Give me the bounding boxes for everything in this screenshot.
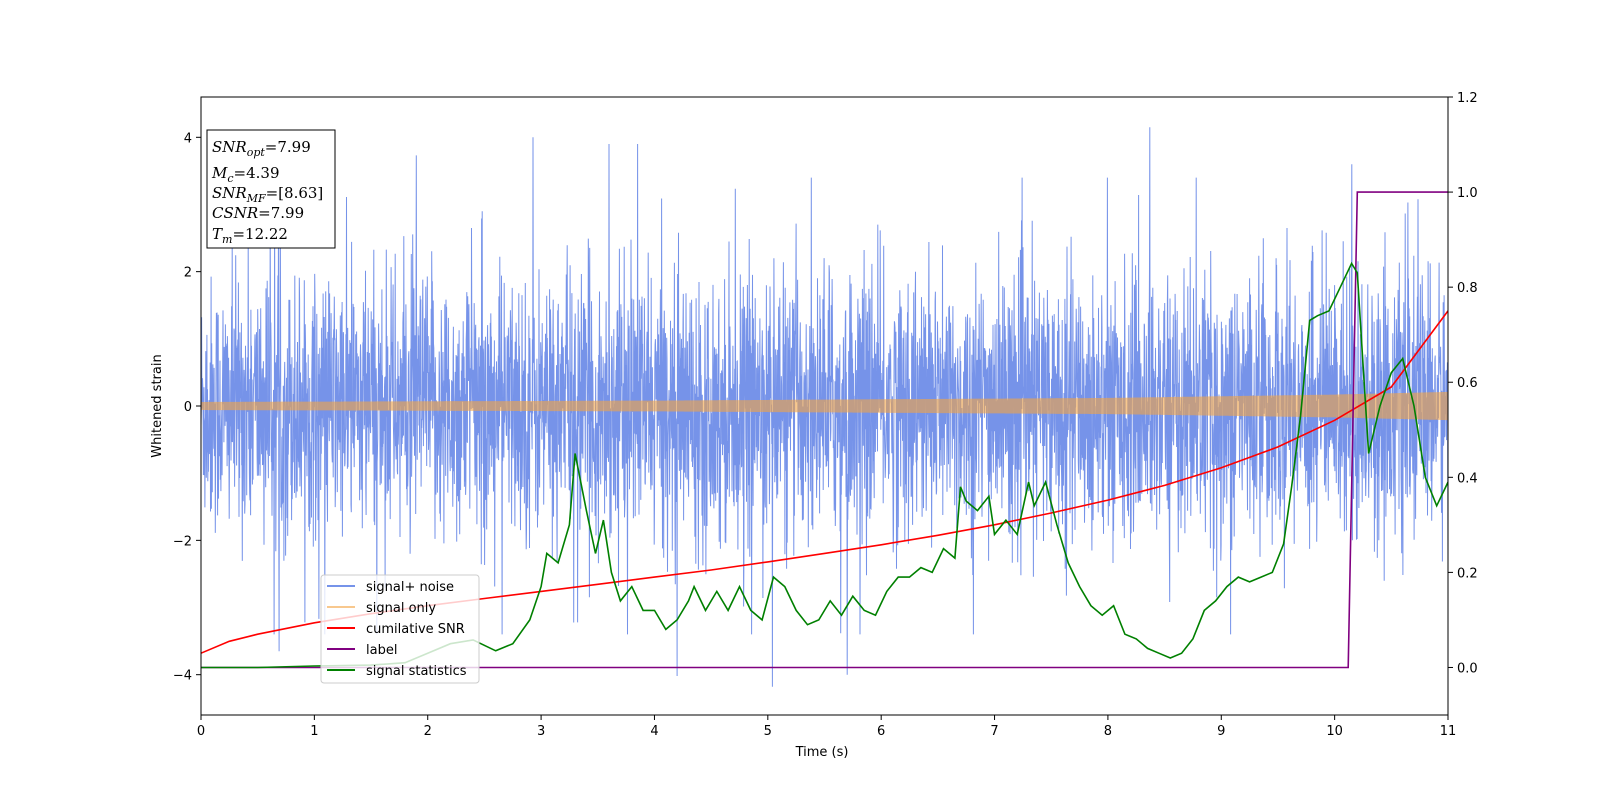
y-right-tick-label: 1.2 <box>1457 91 1478 106</box>
x-tick-label: 7 <box>990 724 998 739</box>
legend-label-signal-only: signal only <box>366 601 436 616</box>
x-tick-label: 3 <box>537 724 545 739</box>
x-tick-label: 10 <box>1326 724 1343 739</box>
y-right-tick-label: 0.0 <box>1457 661 1478 676</box>
y-left-tick-label: 4 <box>184 131 192 146</box>
x-tick-label: 4 <box>650 724 658 739</box>
legend-label-signal-plus-noise: signal+ noise <box>366 580 454 595</box>
x-tick-label: 9 <box>1217 724 1225 739</box>
y-axis-left: −4 −2 0 2 4 <box>173 131 201 684</box>
y-right-tick-label: 0.6 <box>1457 376 1478 391</box>
series-signal-only-line <box>201 391 1448 421</box>
x-axis-label: Time (s) <box>795 745 849 760</box>
series-label-line <box>201 191 1448 669</box>
legend-label-label: label <box>366 643 397 658</box>
annotation-csnr: CSNR=7.99 <box>212 204 304 222</box>
annotation-snr-mf: SNRMF=[8.63] <box>212 184 323 205</box>
y-axis-right: 0.0 0.2 0.4 0.6 0.8 1.0 1.2 <box>1448 91 1478 676</box>
x-tick-label: 5 <box>764 724 772 739</box>
legend-label-signal-statistics: signal statistics <box>366 664 467 679</box>
annotation-tm: Tm=12.22 <box>212 225 288 246</box>
y-left-tick-label: 2 <box>184 266 192 281</box>
y-right-tick-label: 1.0 <box>1457 186 1478 201</box>
y-left-tick-label: 0 <box>184 400 192 415</box>
annotation-snr-opt: SNRopt=7.99 <box>212 138 311 159</box>
legend-label-cumilative-snr: cumilative SNR <box>366 622 465 637</box>
annotation-box: SNRopt=7.99 Mc=4.39 SNRMF=[8.63] CSNR=7.… <box>206 129 336 249</box>
x-tick-label: 2 <box>424 724 432 739</box>
x-tick-label: 6 <box>877 724 885 739</box>
x-axis: 0 1 2 3 4 5 6 7 8 9 10 11 <box>197 715 1456 739</box>
y-right-tick-label: 0.8 <box>1457 281 1478 296</box>
x-tick-label: 8 <box>1104 724 1112 739</box>
y-left-tick-label: −2 <box>173 534 192 549</box>
legend: signal+ noise signal only cumilative SNR… <box>320 574 480 684</box>
x-tick-label: 11 <box>1440 724 1457 739</box>
y-right-tick-label: 0.4 <box>1457 471 1478 486</box>
y-axis-left-label: Whitened strain <box>150 354 165 457</box>
x-tick-label: 0 <box>197 724 205 739</box>
annotation-mc: Mc=4.39 <box>211 164 280 185</box>
x-tick-label: 1 <box>310 724 318 739</box>
y-left-tick-label: −4 <box>173 669 192 684</box>
series-signal-statistics-line <box>201 261 1448 669</box>
y-right-tick-label: 0.2 <box>1457 566 1478 581</box>
